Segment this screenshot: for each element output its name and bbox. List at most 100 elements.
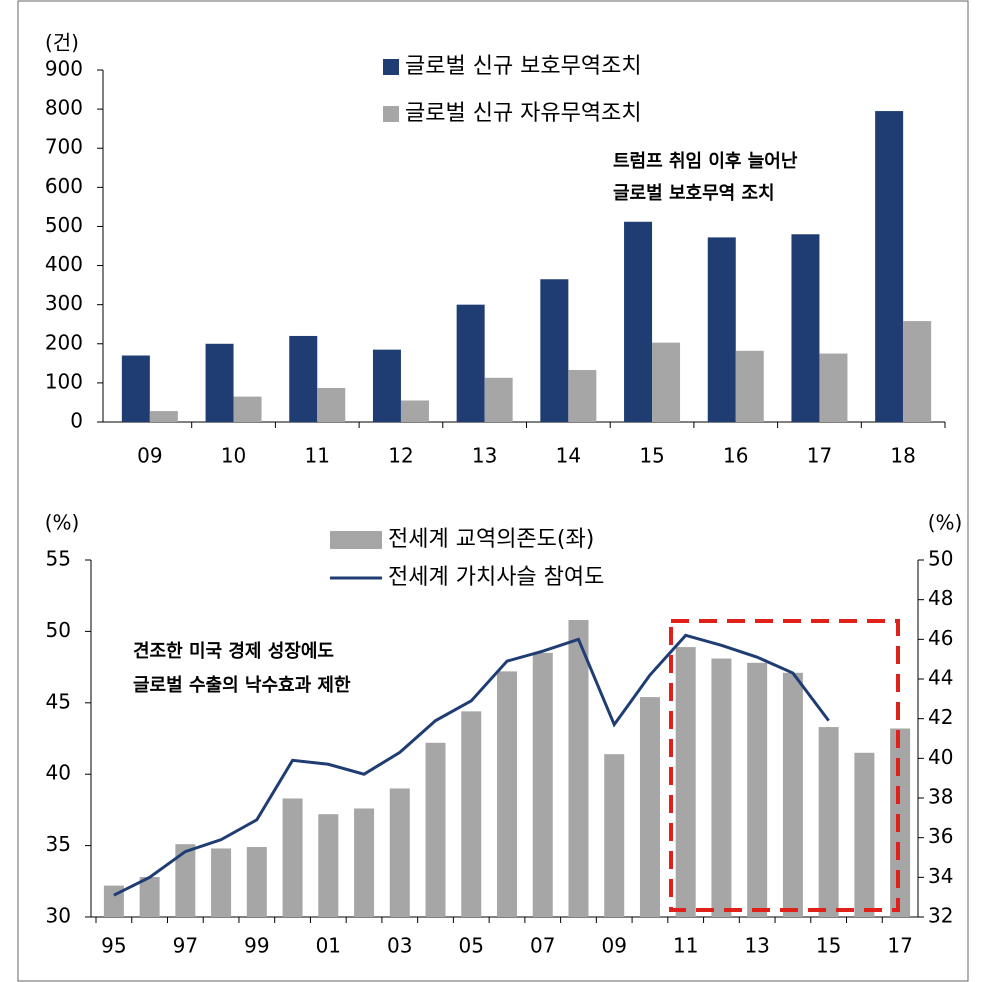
x-tick-label: 97 (173, 934, 198, 958)
y2-tick-label: 38 (928, 785, 953, 809)
highlight-box (669, 619, 900, 912)
y-tick-label: 30 (46, 904, 71, 928)
x-tick-label: 17 (887, 934, 912, 958)
y-tick-label: 100 (45, 369, 83, 393)
x-tick-label: 09 (601, 934, 626, 958)
y-tick-label: 500 (45, 213, 83, 237)
x-tick-label: 01 (316, 934, 341, 958)
y2-tick-label: 48 (928, 586, 953, 610)
legend-label: 글로벌 신규 보호무역조치 (405, 54, 642, 79)
bar (205, 343, 234, 422)
x-tick-label: 14 (556, 444, 581, 468)
bar (791, 234, 820, 422)
bar (540, 279, 569, 422)
y-unit: (%) (45, 511, 80, 535)
bar (819, 353, 848, 422)
y2-tick-label: 42 (928, 705, 953, 729)
y-tick-label: 700 (45, 135, 83, 159)
y-tick-label: 300 (45, 291, 83, 315)
y2-tick-label: 44 (928, 666, 953, 690)
y2-tick-label: 50 (928, 547, 953, 571)
bar (854, 752, 875, 917)
y-tick-label: 45 (46, 689, 71, 713)
x-tick-label: 07 (530, 934, 555, 958)
y2-tick-label: 32 (928, 904, 953, 928)
legend-label: 글로벌 신규 자유무역조치 (405, 101, 642, 126)
bar (233, 396, 262, 422)
legend-label: 전세계 교역의존도(좌) (388, 527, 594, 552)
annotation: 글로벌 수출의 낙수효과 제한 (133, 675, 351, 696)
bar (139, 877, 160, 917)
bar (318, 814, 339, 917)
bar (497, 671, 517, 917)
x-tick-label: 10 (221, 444, 246, 468)
x-tick-label: 16 (723, 444, 748, 468)
y-tick-label: 400 (45, 252, 83, 276)
bar (246, 847, 267, 917)
y2-tick-label: 34 (928, 864, 953, 888)
x-tick-label: 12 (388, 444, 413, 468)
y2-tick-label: 36 (928, 824, 953, 848)
y-tick-label: 200 (45, 330, 83, 354)
y-tick-label: 600 (45, 174, 83, 198)
frame (17, 0, 969, 982)
bar (484, 377, 513, 422)
y2-tick-label: 40 (928, 745, 953, 769)
x-tick-label: 13 (472, 444, 497, 468)
bar (121, 355, 150, 422)
bar (639, 697, 660, 917)
x-tick-label: 13 (744, 934, 769, 958)
x-tick-label: 17 (807, 444, 832, 468)
bar (289, 335, 318, 422)
bar (400, 400, 429, 422)
bar (711, 658, 732, 917)
annotation: 견조한 미국 경제 성장에도 (133, 641, 334, 662)
bar (532, 652, 553, 917)
y-tick-label: 40 (46, 761, 71, 785)
x-tick-label: 95 (101, 934, 126, 958)
bar (875, 111, 904, 423)
bar (389, 788, 410, 917)
bar (624, 221, 653, 422)
x-tick-label: 99 (244, 934, 269, 958)
line (113, 633, 830, 897)
y-tick-label: 55 (46, 547, 71, 571)
y-tick-label: 800 (45, 96, 83, 120)
bar (425, 742, 446, 917)
bar (818, 727, 839, 917)
x-tick-label: 09 (137, 444, 162, 468)
bar (782, 672, 803, 917)
x-tick-label: 05 (459, 934, 484, 958)
bar (652, 342, 681, 422)
bar (372, 349, 401, 422)
bar (568, 619, 589, 917)
y-unit: (건) (45, 31, 79, 55)
bar (456, 304, 485, 422)
legend-swatch (383, 106, 399, 122)
bar (149, 411, 178, 422)
x-tick-label: 18 (890, 444, 915, 468)
y-tick-label: 0 (70, 409, 83, 433)
x-tick-label: 03 (387, 934, 412, 958)
x-tick-label: 11 (673, 934, 698, 958)
x-tick-label: 15 (639, 444, 664, 468)
y-tick-label: 35 (46, 832, 71, 856)
bar (175, 844, 196, 917)
legend-label: 전세계 가치사슬 참여도 (388, 565, 604, 590)
legend-swatch (383, 59, 399, 75)
legend-swatch (330, 531, 382, 549)
bar (735, 350, 764, 422)
bar (568, 369, 597, 422)
bar (317, 387, 346, 422)
bar (707, 237, 736, 422)
annotation: 트럼프 취임 이후 늘어난 (613, 151, 798, 172)
bar (903, 321, 932, 422)
x-tick-label: 11 (305, 444, 330, 468)
y-tick-label: 50 (46, 618, 71, 642)
x-tick-label: 15 (816, 934, 841, 958)
y-tick-label: 900 (45, 57, 83, 81)
y2-tick-label: 46 (928, 626, 953, 650)
bar (211, 848, 232, 917)
annotation: 글로벌 보호무역 조치 (613, 183, 775, 204)
